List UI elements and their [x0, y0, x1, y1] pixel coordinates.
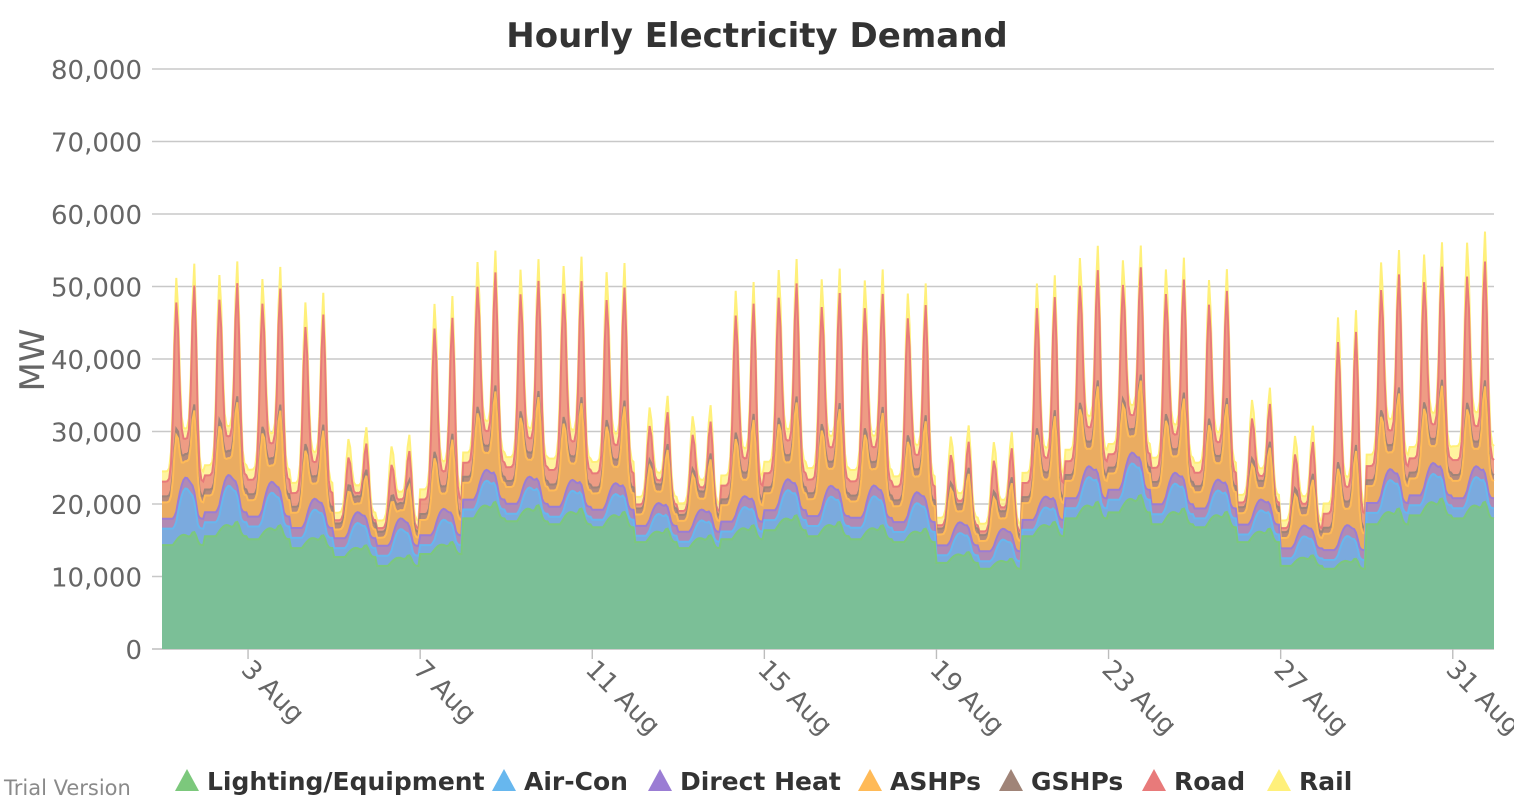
y-axis: 0 10,000 20,000 30,000 40,000 50,000 60,000 70,… [51, 56, 142, 666]
legend-label: ASHPs [890, 767, 981, 796]
chart-title: Hourly Electricity Demand [506, 16, 1007, 56]
legend-item-lighting-equipment[interactable]: Lighting/Equipment [175, 767, 485, 796]
y-tick-label: 30,000 [51, 419, 142, 449]
x-tick-label: 11 Aug [579, 655, 665, 741]
y-tick-label: 40,000 [51, 346, 142, 376]
legend: Lighting/Equipment Air-Con Direct Heat ASHP… [175, 767, 1352, 796]
y-tick-label: 20,000 [51, 491, 142, 521]
legend-label: Lighting/Equipment [207, 767, 485, 796]
series-line-road [162, 261, 1495, 533]
y-axis-label: MW [13, 329, 53, 392]
y-tick-label: 10,000 [51, 564, 142, 594]
legend-triangle-icon [175, 769, 199, 791]
legend-label: Direct Heat [680, 767, 841, 796]
legend-label: Road [1174, 767, 1245, 796]
legend-triangle-icon [1142, 769, 1166, 791]
legend-triangle-icon [858, 769, 882, 791]
legend-label: Air-Con [524, 767, 628, 796]
legend-triangle-icon [648, 769, 672, 791]
legend-item-gshps[interactable]: GSHPs [999, 767, 1123, 796]
series-line-air-con [162, 462, 1495, 563]
legend-triangle-icon [1267, 769, 1291, 791]
stacked-areas [162, 231, 1495, 649]
series-line-ashps [162, 380, 1495, 543]
legend-item-direct-heat[interactable]: Direct Heat [648, 767, 841, 796]
x-tick-label: 7 Aug [407, 655, 482, 730]
series-line-lighting-equipment [162, 493, 1495, 570]
x-tick-label: 23 Aug [1096, 655, 1182, 741]
legend-triangle-icon [999, 769, 1023, 791]
x-tick-label: 15 Aug [751, 655, 837, 741]
trial-version-watermark: Trial Version [3, 776, 131, 800]
x-tick-label: 19 Aug [924, 655, 1010, 741]
y-tick-label: 50,000 [51, 274, 142, 304]
series-line-direct-heat [162, 451, 1495, 553]
y-tick-label: 0 [125, 636, 142, 666]
legend-item-rail[interactable]: Rail [1267, 767, 1352, 796]
legend-triangle-icon [492, 769, 516, 791]
y-tick-label: 80,000 [51, 56, 142, 86]
area-lighting-equipment[interactable] [162, 495, 1494, 649]
legend-item-road[interactable]: Road [1142, 767, 1245, 796]
x-tick-label: 27 Aug [1268, 655, 1354, 741]
legend-item-air-con[interactable]: Air-Con [492, 767, 628, 796]
x-tick-label: 3 Aug [235, 655, 310, 730]
legend-label: GSHPs [1031, 767, 1123, 796]
legend-label: Rail [1299, 767, 1352, 796]
x-tick-label: 31 Aug [1440, 655, 1514, 741]
x-axis: 3 Aug 7 Aug 11 Aug 15 Aug 19 Aug 23 Aug 27 Aug… [235, 649, 1514, 741]
y-tick-label: 60,000 [51, 201, 142, 231]
y-tick-label: 70,000 [51, 129, 142, 159]
legend-item-ashps[interactable]: ASHPs [858, 767, 981, 796]
